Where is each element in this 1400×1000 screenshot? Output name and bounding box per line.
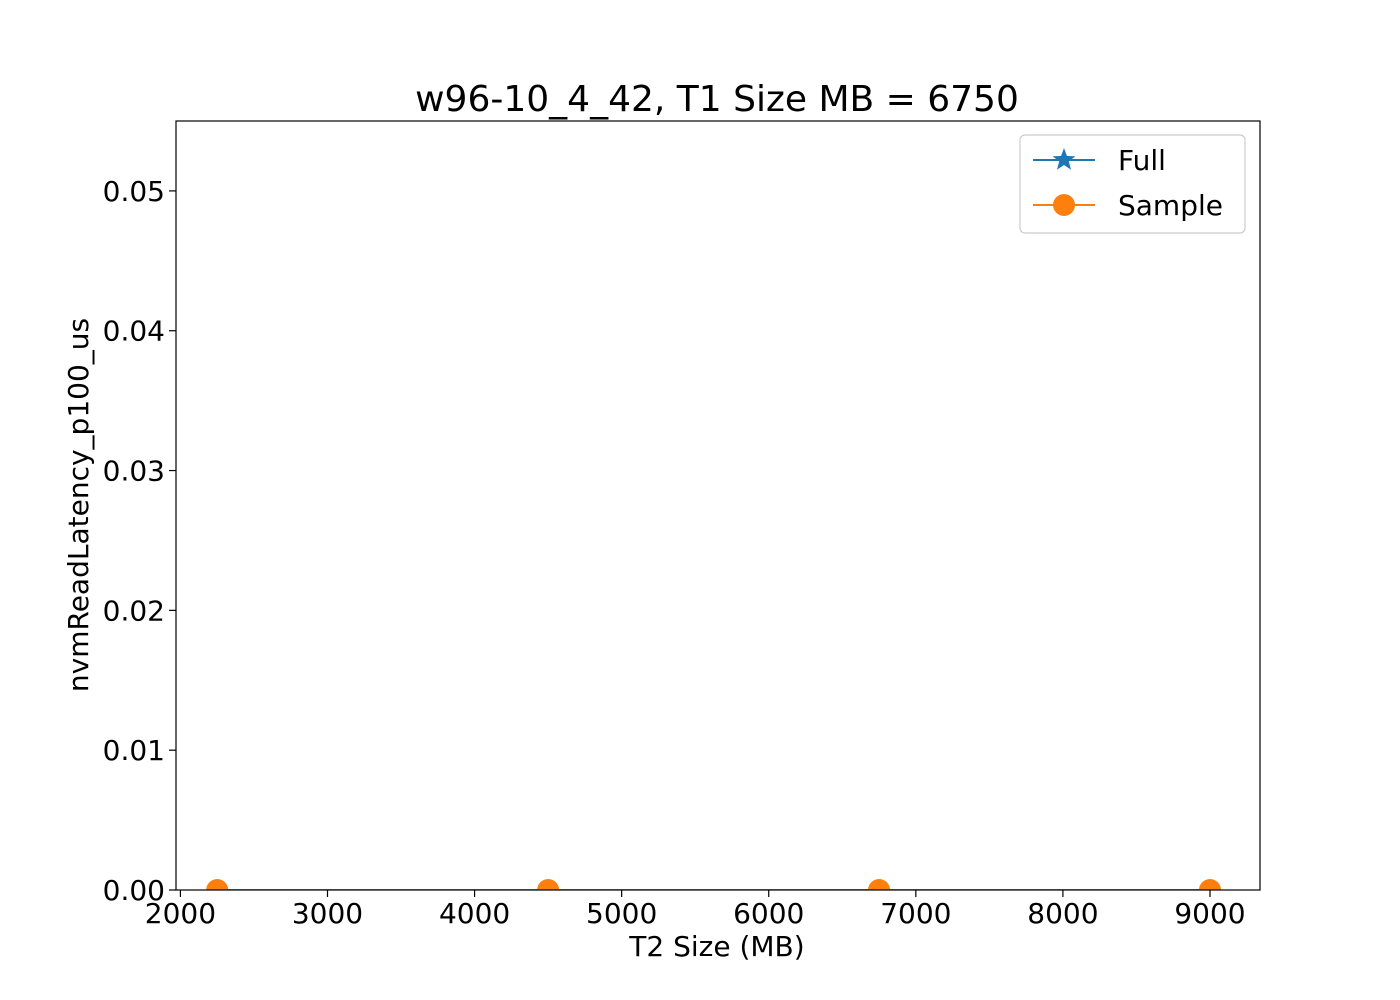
x-axis-label: T2 Size (MB): [628, 930, 804, 963]
y-axis-label: nvmReadLatency_p100_us: [62, 318, 95, 692]
y-tick-label: 0.03: [103, 455, 165, 488]
data-point-sample: [868, 879, 891, 890]
series-group: [206, 879, 1221, 890]
legend-label-full: Full: [1118, 144, 1166, 177]
x-tick-label: 2000: [145, 897, 216, 930]
y-tick-label: 0.02: [103, 594, 165, 627]
axes-frame: [175, 120, 1261, 891]
x-tick-label: 7000: [880, 897, 951, 930]
x-tick-label: 3000: [292, 897, 363, 930]
legend: Full Sample: [1019, 134, 1246, 234]
y-tick-label: 0.05: [103, 175, 165, 208]
legend-star-icon: [1052, 148, 1076, 170]
x-tick-label: 4000: [439, 897, 510, 930]
plot-area: 2000 3000 4000 5000 6000 7000 8000 9000 0.00 0.01…: [103, 120, 1261, 930]
y-tick-label: 0.01: [103, 734, 165, 767]
x-tick-label: 9000: [1174, 897, 1245, 930]
legend-label-sample: Sample: [1118, 189, 1223, 222]
x-tick-label: 5000: [586, 897, 657, 930]
x-tick-label: 8000: [1027, 897, 1098, 930]
data-point-sample: [537, 879, 560, 890]
legend-circle-icon: [1053, 194, 1075, 216]
y-tick-label: 0.04: [103, 315, 165, 348]
data-point-sample: [206, 879, 229, 890]
chart-title: w96-10_4_42, T1 Size MB = 6750: [415, 79, 1019, 120]
data-point-sample: [1198, 879, 1221, 890]
x-tick-label: 6000: [733, 897, 804, 930]
y-tick-label: 0.00: [103, 874, 165, 907]
